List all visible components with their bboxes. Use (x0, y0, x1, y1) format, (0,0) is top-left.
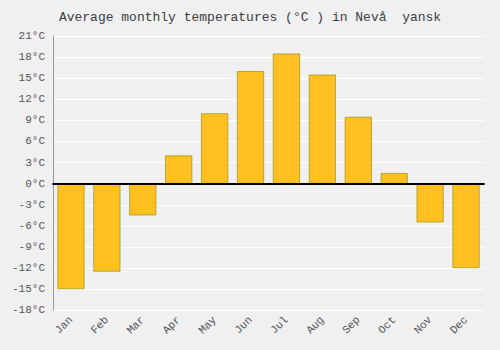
svg-text:3°C: 3°C (25, 157, 45, 169)
svg-text:Jul: Jul (268, 314, 290, 336)
svg-text:0°C: 0°C (25, 178, 45, 190)
svg-text:-9°C: -9°C (19, 241, 46, 253)
svg-text:-12°C: -12°C (12, 262, 45, 274)
svg-text:Nov: Nov (412, 314, 435, 337)
svg-text:-18°C: -18°C (12, 304, 45, 316)
svg-text:21°C: 21°C (19, 30, 46, 42)
svg-text:Sep: Sep (340, 314, 362, 336)
svg-text:Aug: Aug (304, 314, 326, 336)
svg-text:18°C: 18°C (19, 51, 46, 63)
svg-text:Average monthly temperatures (: Average monthly temperatures (°C ) in Ne… (59, 10, 441, 25)
svg-text:-3°C: -3°C (19, 199, 46, 211)
svg-text:6°C: 6°C (25, 135, 45, 147)
svg-text:15°C: 15°C (19, 72, 46, 84)
svg-text:9°C: 9°C (25, 114, 45, 126)
svg-text:Mar: Mar (125, 314, 147, 336)
svg-text:-6°C: -6°C (19, 220, 46, 232)
svg-text:May: May (196, 314, 219, 337)
svg-text:Oct: Oct (376, 314, 398, 336)
svg-text:Jan: Jan (53, 314, 75, 336)
svg-text:Feb: Feb (89, 314, 111, 336)
svg-text:12°C: 12°C (19, 93, 46, 105)
svg-text:Jun: Jun (232, 314, 254, 336)
svg-text:Apr: Apr (160, 314, 182, 336)
svg-text:Dec: Dec (448, 314, 470, 336)
svg-text:-15°C: -15°C (12, 283, 45, 295)
